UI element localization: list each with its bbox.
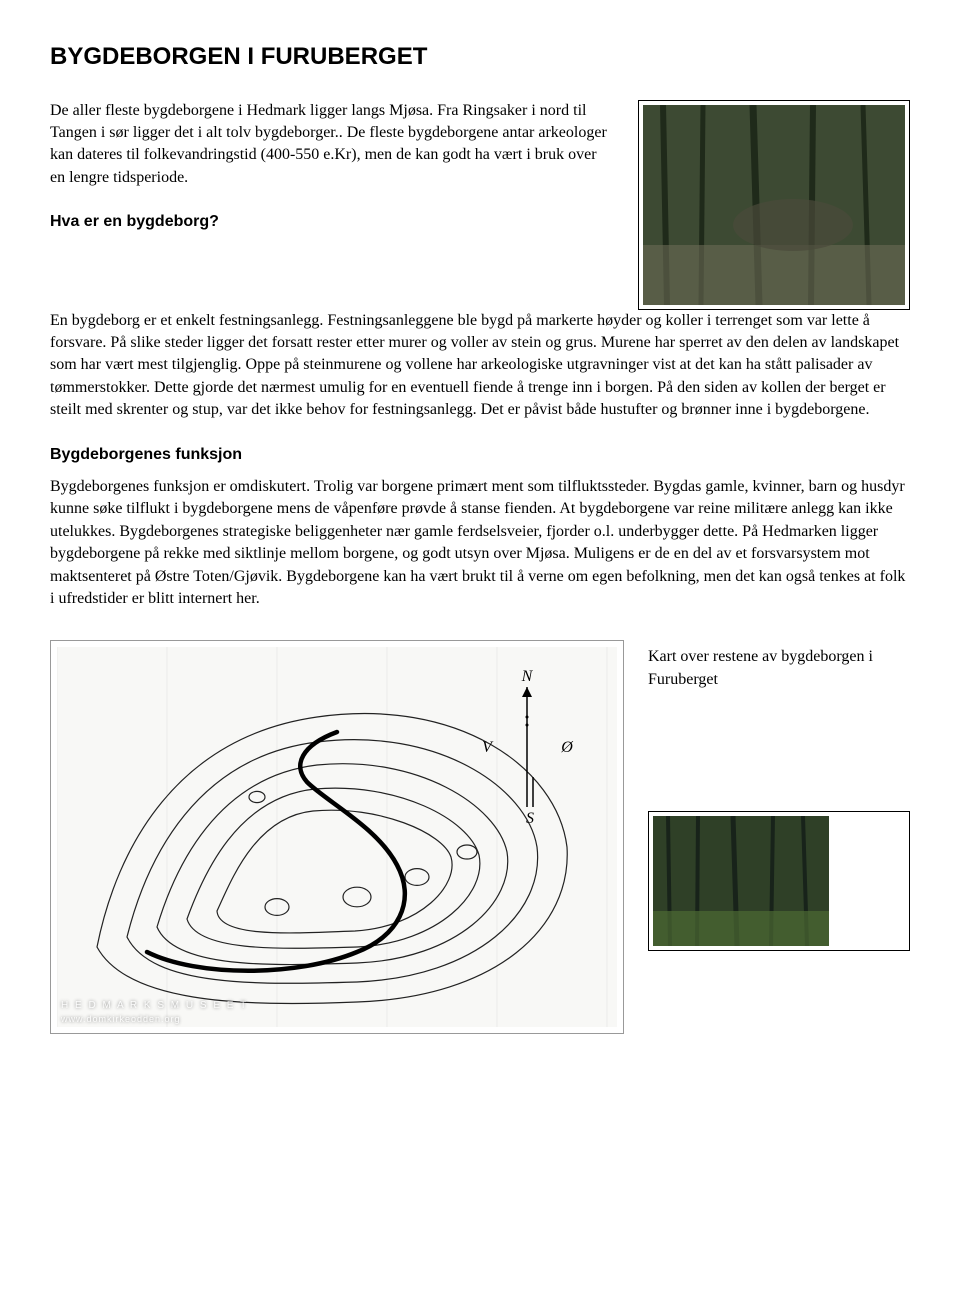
intro-paragraph: De aller fleste bygdeborgene i Hedmark l… (50, 100, 614, 190)
right-col: Kart over restene av bygdeborgen i Furub… (648, 640, 910, 951)
contour-map-inner: NSVØ (57, 647, 617, 1027)
map-caption: Kart over restene av bygdeborgen i Furub… (648, 646, 910, 691)
svg-text:Ø: Ø (560, 739, 574, 756)
contour-map: NSVØ H E D M A R K S M U S E E T www.dom… (50, 640, 624, 1034)
forest-photo-top-image (643, 105, 905, 305)
bottom-row: NSVØ H E D M A R K S M U S E E T www.dom… (50, 640, 910, 1034)
section2-body: Bygdeborgenes funksjon er omdiskutert. T… (50, 476, 910, 610)
section1-body: En bygdeborg er et enkelt festningsanleg… (50, 310, 910, 422)
intro-text-col: De aller fleste bygdeborgene i Hedmark l… (50, 100, 614, 244)
section2-heading: Bygdeborgenes funksjon (50, 444, 910, 466)
svg-text:N: N (521, 668, 534, 685)
intro-row: De aller fleste bygdeborgene i Hedmark l… (50, 100, 910, 310)
svg-text:S: S (526, 810, 534, 827)
section1-heading: Hva er en bygdeborg? (50, 211, 614, 233)
contour-map-svg: NSVØ (57, 647, 617, 1027)
forest-photo-bottom-image (653, 816, 829, 946)
forest-photo-bottom (648, 811, 910, 951)
forest-photo-top (638, 100, 910, 310)
page-title: BYGDEBORGEN I FURUBERGET (50, 40, 910, 74)
